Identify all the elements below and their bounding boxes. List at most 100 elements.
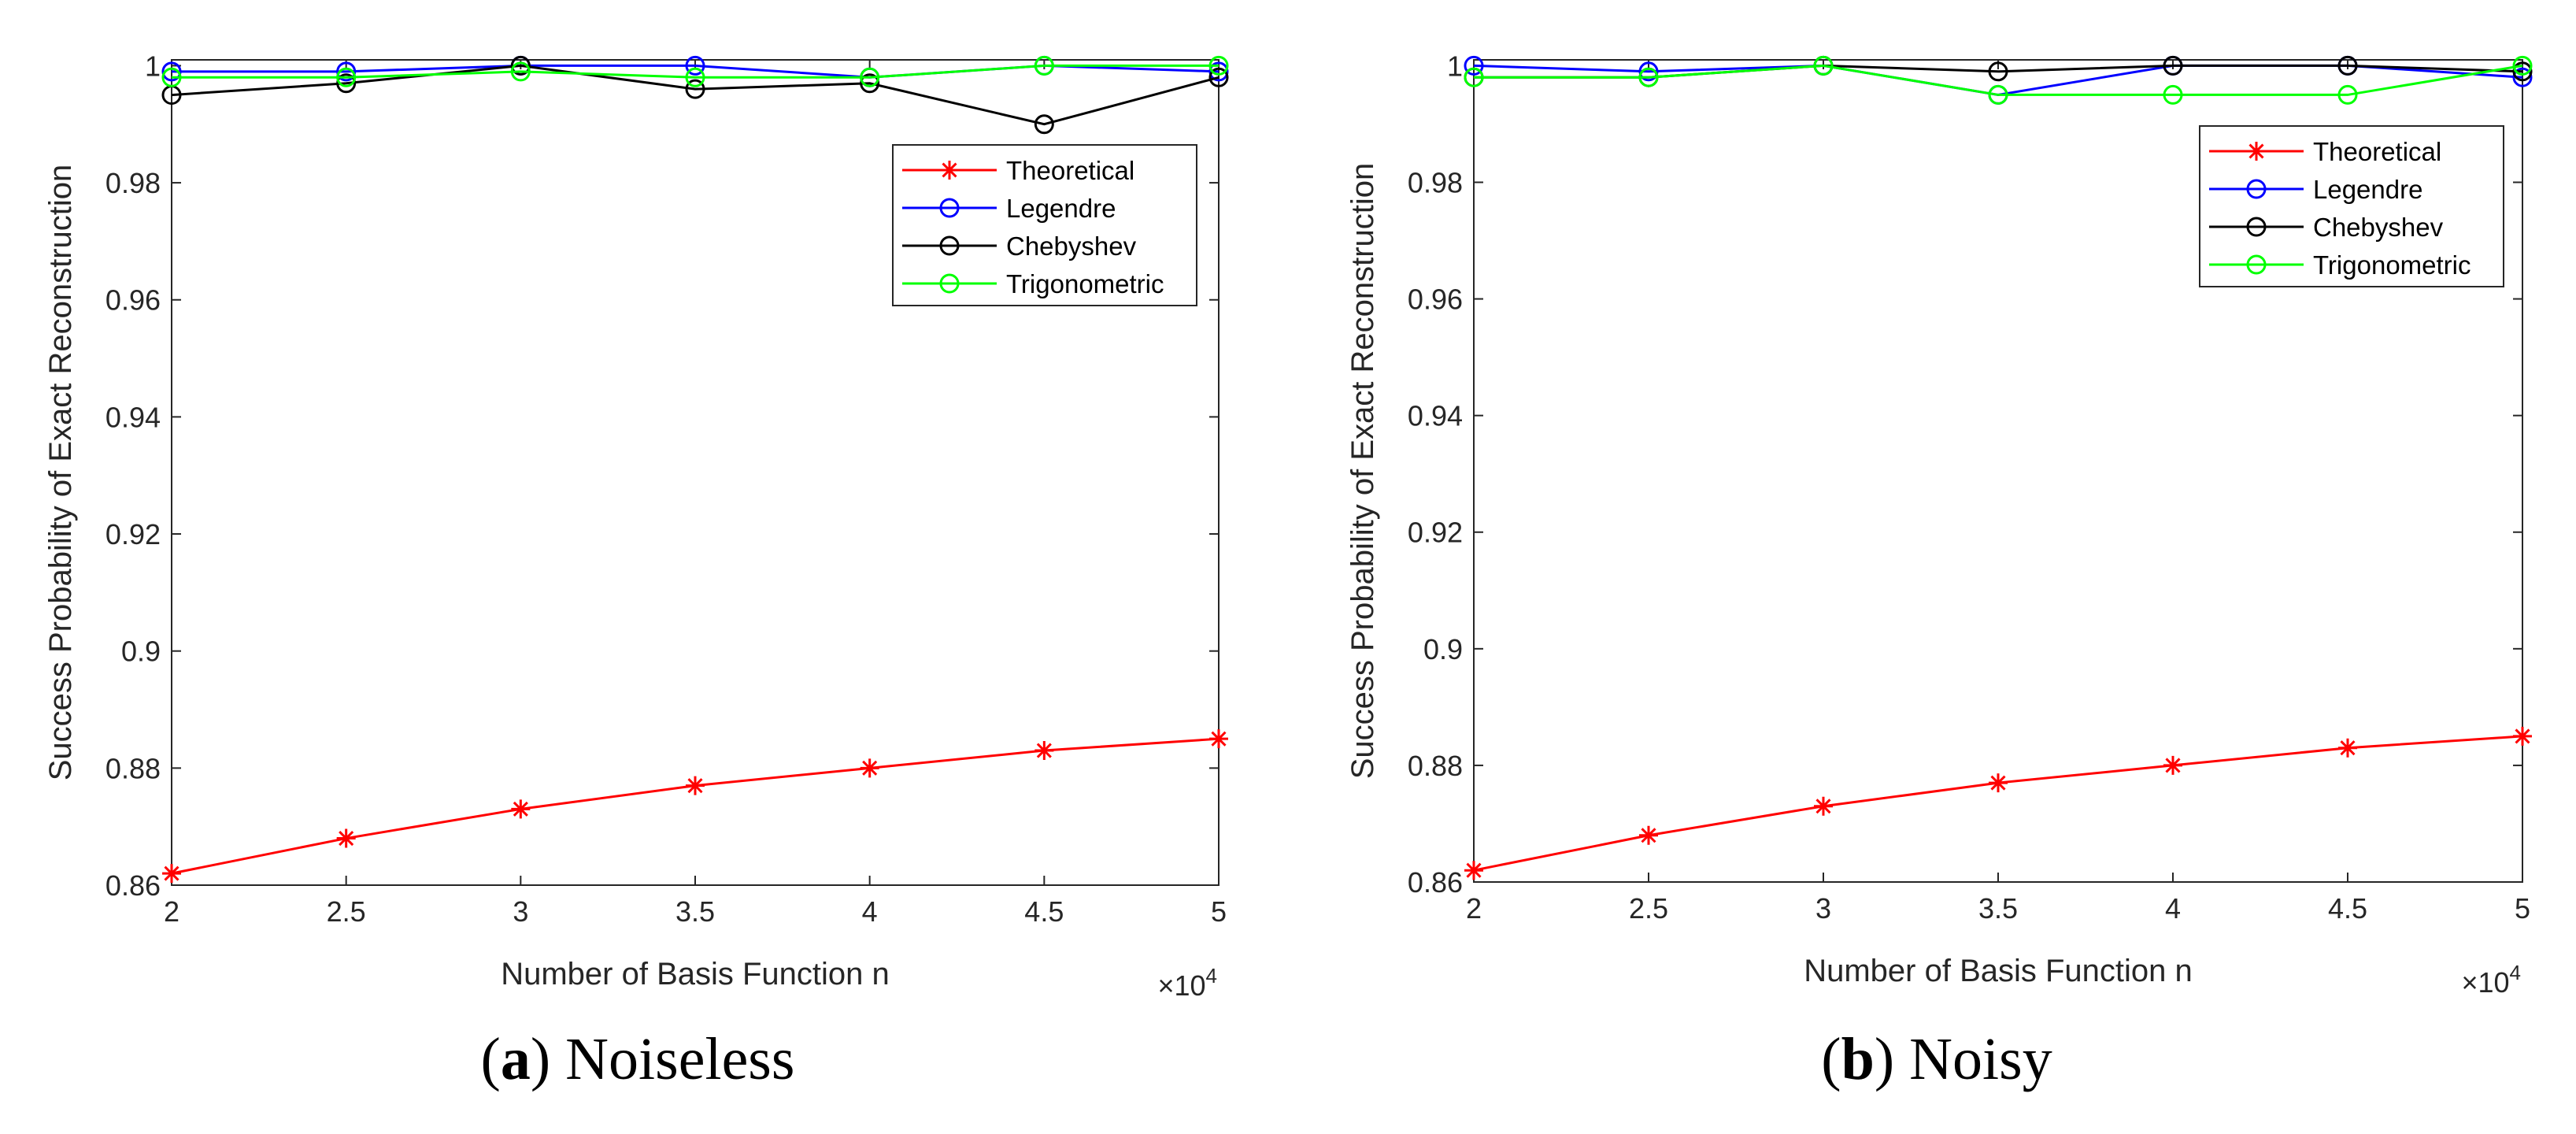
data-point xyxy=(2512,61,2533,82)
data-point xyxy=(685,79,705,99)
data-point xyxy=(2163,55,2183,76)
data-point xyxy=(2337,55,2358,76)
y-tick-label: 1 xyxy=(1447,50,1463,82)
data-point xyxy=(1208,61,1229,82)
data-point xyxy=(1209,729,1228,749)
x-tick-label: 3 xyxy=(1815,892,1831,925)
data-point xyxy=(336,73,357,94)
x-tick-label: 3.5 xyxy=(675,895,715,928)
legend-label: Chebyshev xyxy=(1006,232,1137,261)
data-point xyxy=(1988,84,2008,105)
x-axis-label: Number of Basis Function n xyxy=(501,957,890,991)
legend-label: Legendre xyxy=(2313,175,2422,204)
series-trigonometric xyxy=(1464,55,2533,105)
data-point xyxy=(1638,61,1659,82)
x-tick-label: 5 xyxy=(1211,895,1227,928)
y-tick-label: 0.98 xyxy=(1408,166,1463,198)
legend-label: Legendre xyxy=(1006,194,1116,223)
data-point xyxy=(2338,738,2357,758)
series-theoretical xyxy=(162,729,1228,884)
x-tick-label: 2.5 xyxy=(327,895,366,928)
y-tick-label: 0.94 xyxy=(1408,400,1463,432)
legend-marker xyxy=(2246,254,2267,275)
data-point xyxy=(860,758,879,778)
data-point xyxy=(1988,61,2008,82)
legend-marker xyxy=(2246,217,2267,237)
y-tick-label: 0.88 xyxy=(1408,750,1463,782)
y-axis-label: Success Probability of Exact Reconstruct… xyxy=(43,165,78,781)
data-point xyxy=(2163,755,2182,775)
data-point xyxy=(161,61,182,82)
x-tick-label: 4 xyxy=(2165,892,2181,925)
data-point xyxy=(162,864,181,884)
data-point xyxy=(1989,773,2008,793)
data-point xyxy=(1813,55,1834,76)
data-point xyxy=(686,776,705,795)
legend-label: Chebyshev xyxy=(2313,213,2444,242)
series-line-trigonometric xyxy=(172,64,1219,79)
x-tick-label: 4 xyxy=(862,895,878,928)
x-tick-label: 3.5 xyxy=(1978,892,2018,925)
data-point xyxy=(860,73,880,94)
y-tick-label: 0.96 xyxy=(1408,284,1463,316)
data-point xyxy=(336,828,356,848)
data-point xyxy=(2512,55,2533,76)
data-point xyxy=(1208,55,1229,76)
data-point xyxy=(685,67,705,87)
series-line-chebyshev xyxy=(171,64,1220,126)
legend-label: Theoretical xyxy=(1006,156,1134,185)
data-point xyxy=(1034,114,1054,135)
data-point xyxy=(1208,67,1229,87)
x-tick-label: 2 xyxy=(1466,892,1482,925)
data-point xyxy=(510,55,531,76)
panel-caption: (a) Noiseless xyxy=(481,1026,795,1092)
y-tick-label: 0.94 xyxy=(105,401,161,433)
x-tick-label: 3 xyxy=(513,895,528,928)
y-tick-label: 1 xyxy=(145,50,161,82)
legend-label: Theoretical xyxy=(2313,137,2441,166)
data-point xyxy=(1814,796,1833,816)
legend-label: Trigonometric xyxy=(2313,250,2471,280)
legend-marker xyxy=(939,198,960,218)
y-tick-label: 0.92 xyxy=(1408,517,1463,549)
x-axis-multiplier: ×104 xyxy=(1157,964,1217,1002)
legend-label: Trigonometric xyxy=(1006,269,1164,298)
x-tick-label: 2 xyxy=(164,895,180,928)
data-point xyxy=(1464,861,1483,880)
y-axis-label: Success Probability of Exact Reconstruct… xyxy=(1345,163,1380,780)
data-point xyxy=(2512,67,2533,87)
y-tick-label: 0.9 xyxy=(121,636,161,668)
data-point xyxy=(336,67,357,87)
data-point xyxy=(2163,84,2183,105)
y-tick-label: 0.92 xyxy=(105,518,161,550)
x-axis-multiplier: ×104 xyxy=(2461,961,2521,999)
y-tick-label: 0.9 xyxy=(1423,633,1463,665)
series-line-trigonometric xyxy=(1474,64,2523,96)
legend-marker xyxy=(939,273,960,294)
data-point xyxy=(336,61,357,82)
legend: Theoretical Legendre Chebyshev Trigonometri… xyxy=(892,144,1197,306)
data-point xyxy=(1464,55,1484,76)
x-tick-label: 2.5 xyxy=(1629,892,1668,925)
y-tick-label: 0.96 xyxy=(105,284,161,317)
data-point xyxy=(511,799,531,819)
series-theoretical xyxy=(1464,726,2532,880)
y-tick-label: 0.98 xyxy=(105,167,161,199)
chart-panel-a: 2 2.5 3 3.5 4 4.5 5 0.86 0.88 0.9 0.92 0.94 0.96 0.98… xyxy=(43,50,1229,1092)
legend-marker xyxy=(2247,142,2266,161)
y-tick-label: 0.86 xyxy=(1408,866,1463,899)
data-point xyxy=(685,55,705,76)
chart-panel-b: 2 2.5 3 3.5 4 4.5 5 0.86 0.88 0.9 0.92 0.94 0.96 0.98… xyxy=(1345,50,2533,1092)
x-tick-label: 4.5 xyxy=(1024,895,1064,928)
data-point xyxy=(1464,67,1484,87)
legend-marker xyxy=(2246,179,2267,199)
data-point xyxy=(510,61,531,82)
data-point xyxy=(1639,825,1658,845)
data-point xyxy=(1638,67,1659,87)
series-chebyshev xyxy=(161,55,1229,135)
data-point xyxy=(161,67,182,87)
legend: Theoretical Legendre Chebyshev Trigonometri… xyxy=(2199,125,2504,287)
legend-marker xyxy=(940,161,959,180)
x-tick-label: 5 xyxy=(2515,892,2530,925)
